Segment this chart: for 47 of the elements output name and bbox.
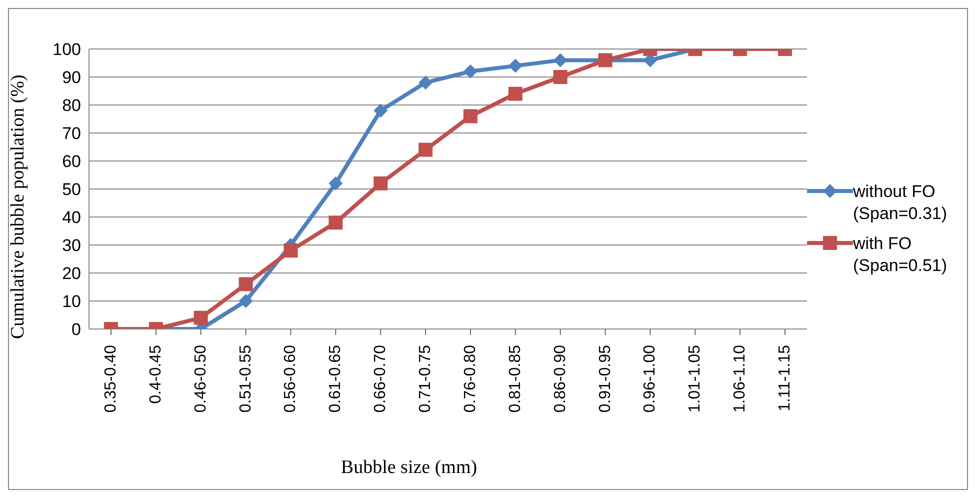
point (508, 58, 522, 73)
point (553, 53, 568, 68)
y-tick-label: 80 (62, 96, 81, 116)
point (374, 104, 388, 118)
point (194, 310, 208, 325)
x-tick-label: 0.46-0.50 (192, 344, 210, 413)
x-tick-label: 0.86-0.90 (552, 344, 569, 413)
x-tick-label: 0.96-1.00 (642, 344, 659, 413)
x-tick-label: 0.66-0.70 (372, 344, 390, 413)
legend-label: with FO (Span=0.51) (853, 233, 948, 277)
point (553, 70, 568, 84)
point (238, 277, 253, 292)
x-tick-label: 0.91-0.95 (596, 344, 614, 413)
legend-label: without FO (Span=0.31) (853, 181, 948, 225)
point (463, 64, 478, 78)
x-tick-label: 0.56-0.60 (282, 344, 300, 413)
y-tick-label: 50 (62, 180, 81, 200)
y-tick-label: 20 (62, 264, 81, 284)
x-tick-label: 0.76-0.80 (462, 344, 479, 413)
x-tick-label: 0.51-0.55 (237, 344, 254, 413)
y-tick-label: 30 (62, 236, 81, 256)
y-tick-label: 10 (62, 292, 81, 312)
y-tick-label: 40 (62, 208, 81, 228)
point (328, 176, 343, 190)
point (284, 244, 298, 258)
point (463, 109, 478, 124)
y-tick-label: 70 (62, 124, 81, 144)
point (508, 86, 522, 101)
y-tick-label: 0 (72, 320, 81, 340)
x-tick-label: 1.06-1.10 (732, 344, 749, 413)
point (418, 76, 433, 90)
y-tick-label: 90 (62, 68, 81, 88)
x-tick-label: 1.11-1.15 (776, 344, 794, 412)
x-tick-label: 1.01-1.05 (686, 344, 704, 413)
y-axis-title: Cumulative bubble population (%) (8, 74, 29, 339)
point (328, 216, 343, 230)
x-tick-label: 0.35-0.40 (102, 344, 120, 413)
x-tick-label: 0.81-0.85 (506, 344, 524, 413)
point (374, 176, 388, 190)
x-tick-label: 0.61-0.65 (327, 344, 344, 413)
point (238, 294, 253, 308)
x-axis-title: Bubble size (mm) (340, 457, 478, 479)
y-tick-label: 100 (52, 40, 81, 60)
y-tick-label: 60 (62, 152, 81, 172)
point (418, 142, 433, 157)
x-tick-label: 0.4-0.45 (147, 344, 164, 404)
x-tick-label: 0.71-0.75 (417, 344, 434, 413)
